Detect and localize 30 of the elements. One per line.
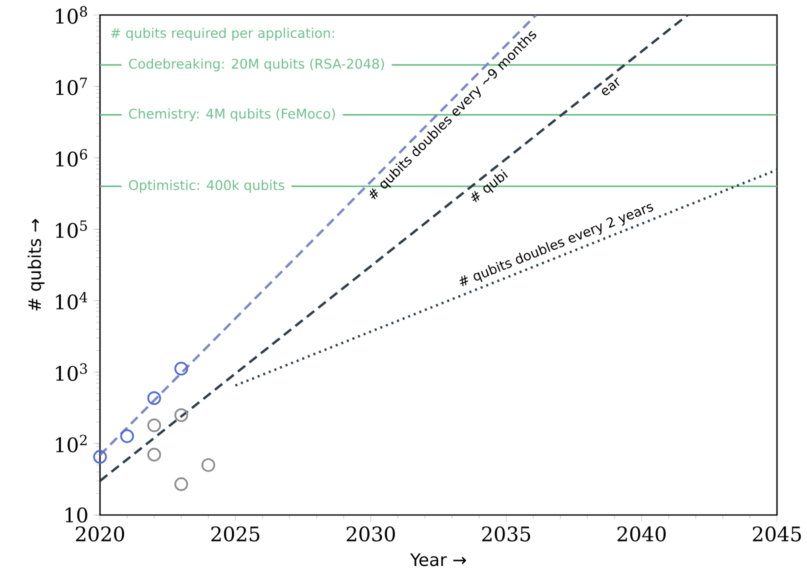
point <box>93 450 107 464</box>
point <box>174 362 188 376</box>
point <box>147 391 162 405</box>
y-tick-label: 10$^{4}$ <box>56 292 88 310</box>
y-tick-label: 10$^{6}$ <box>56 149 88 167</box>
x-axis-title: Year → <box>410 553 466 566</box>
point <box>174 408 188 422</box>
x-tick-label: 2025 <box>211 526 260 542</box>
y-tick-label: 10$^{2}$ <box>56 434 87 452</box>
y-tick-label: 10 <box>66 507 88 523</box>
point <box>147 418 162 432</box>
y-tick-label: 10$^{3}$ <box>56 363 87 381</box>
y-axis-title: # qubits → <box>28 218 44 310</box>
annotation: # qubits required per application: <box>111 28 334 41</box>
y-tick-label: 10$^{8}$ <box>56 6 88 24</box>
x-tick-label: 2035 <box>482 526 530 542</box>
x-tick-label: 2030 <box>346 526 395 542</box>
point <box>174 477 188 492</box>
point <box>120 429 134 444</box>
annotation: ear <box>602 78 620 96</box>
point <box>147 448 162 462</box>
ref-line-label: Chemistry: 4M qubits (FeMoco) <box>129 108 335 122</box>
point <box>201 458 216 472</box>
x-tick-label: 2045 <box>752 526 801 542</box>
y-tick-label: 10$^{7}$ <box>56 78 87 96</box>
y-tick-label: 10$^{5}$ <box>56 220 87 238</box>
x-tick-label: 2020 <box>76 526 124 542</box>
x-tick-label: 2040 <box>618 526 666 542</box>
ref-line-label: Codebreaking: 20M qubits (RSA-2048) <box>129 58 384 72</box>
ref-line-label: Optimistic: 400k qubits <box>129 180 284 193</box>
